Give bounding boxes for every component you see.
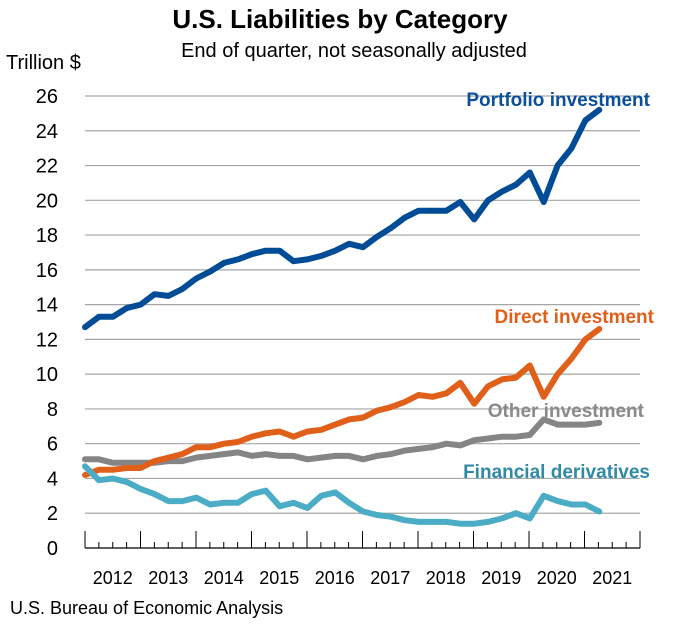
series-line-financial-derivatives [82,463,603,527]
gridlines [85,95,640,514]
y-tick-label: 0 [47,538,58,560]
series-line-portfolio-investment [82,106,603,331]
chart-title: U.S. Liabilities by Category [172,4,508,34]
x-axis: 2012 2013 2014 2015 2016 2017 2018 2019 2020 2021 [84,531,641,588]
x-year-label: 2013 [148,568,188,588]
y-tick-label: 2 [47,503,58,525]
y-tick-label: 16 [36,260,58,282]
y-tick-label: 24 [36,121,58,143]
y-tick-label: 6 [47,434,58,456]
y-tick-label: 26 [36,86,58,108]
series-label-portfolio-investment: Portfolio investment [466,90,650,111]
series-label-other-investment: Other investment [488,401,645,422]
y-tick-label: 10 [36,364,58,386]
series-labels: Portfolio investment Direct investment Oth… [463,90,655,483]
y-tick-label: 22 [36,156,58,178]
y-tick-label: 12 [36,329,58,351]
x-year-label: 2020 [537,568,577,588]
x-year-label: 2017 [370,568,410,588]
y-axis-label: Trillion $ [6,52,81,74]
y-tick-label: 14 [36,295,58,317]
series-label-financial-derivatives: Financial derivatives [463,462,650,483]
y-tick-label: 20 [36,190,58,212]
x-year-label: 2014 [204,568,244,588]
y-tick-label: 18 [36,225,58,247]
source-note: U.S. Bureau of Economic Analysis [10,598,284,618]
series-line-other-investment [82,416,603,466]
y-tick-label: 8 [47,399,58,421]
x-year-label: 2018 [426,568,466,588]
x-year-label: 2016 [315,568,355,588]
x-year-label: 2012 [93,568,133,588]
series-label-direct-investment: Direct investment [495,307,655,328]
series-lines [82,106,603,527]
chart-subtitle: End of quarter, not seasonally adjusted [181,40,527,62]
y-tick-label: 4 [47,468,58,490]
x-year-label: 2021 [592,568,632,588]
x-year-label: 2015 [259,568,299,588]
x-year-label: 2019 [481,568,521,588]
series-line-direct-investment [82,326,603,478]
